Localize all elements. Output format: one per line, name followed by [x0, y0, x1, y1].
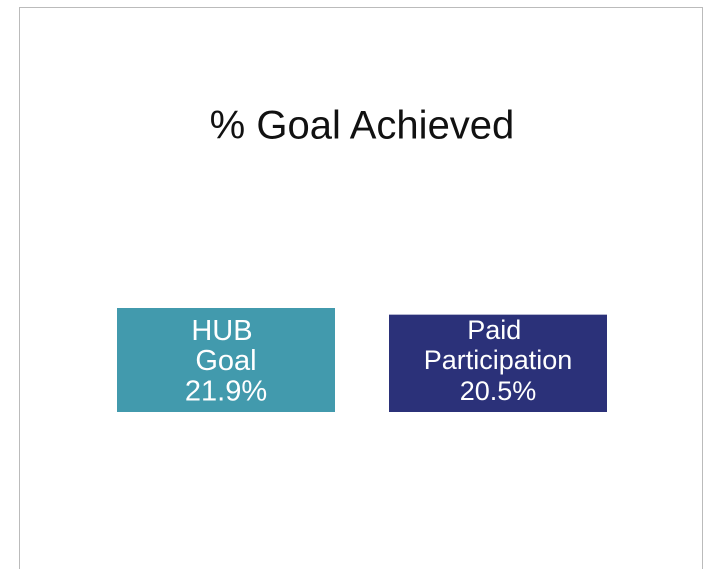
category-line: Participation — [424, 345, 573, 375]
category-line: HUB — [191, 315, 260, 347]
category-label: Paid Participation — [424, 315, 573, 375]
bar — [389, 314, 607, 412]
category-line: Paid — [467, 315, 529, 345]
category-label: HUB Goal — [191, 315, 260, 377]
bar — [117, 308, 335, 412]
chart-title: % Goal Achieved — [210, 104, 515, 148]
value-label: 20.5% — [460, 376, 537, 406]
value-label: 21.9% — [185, 376, 267, 408]
category-line: Goal — [195, 345, 256, 377]
frame — [19, 7, 703, 569]
